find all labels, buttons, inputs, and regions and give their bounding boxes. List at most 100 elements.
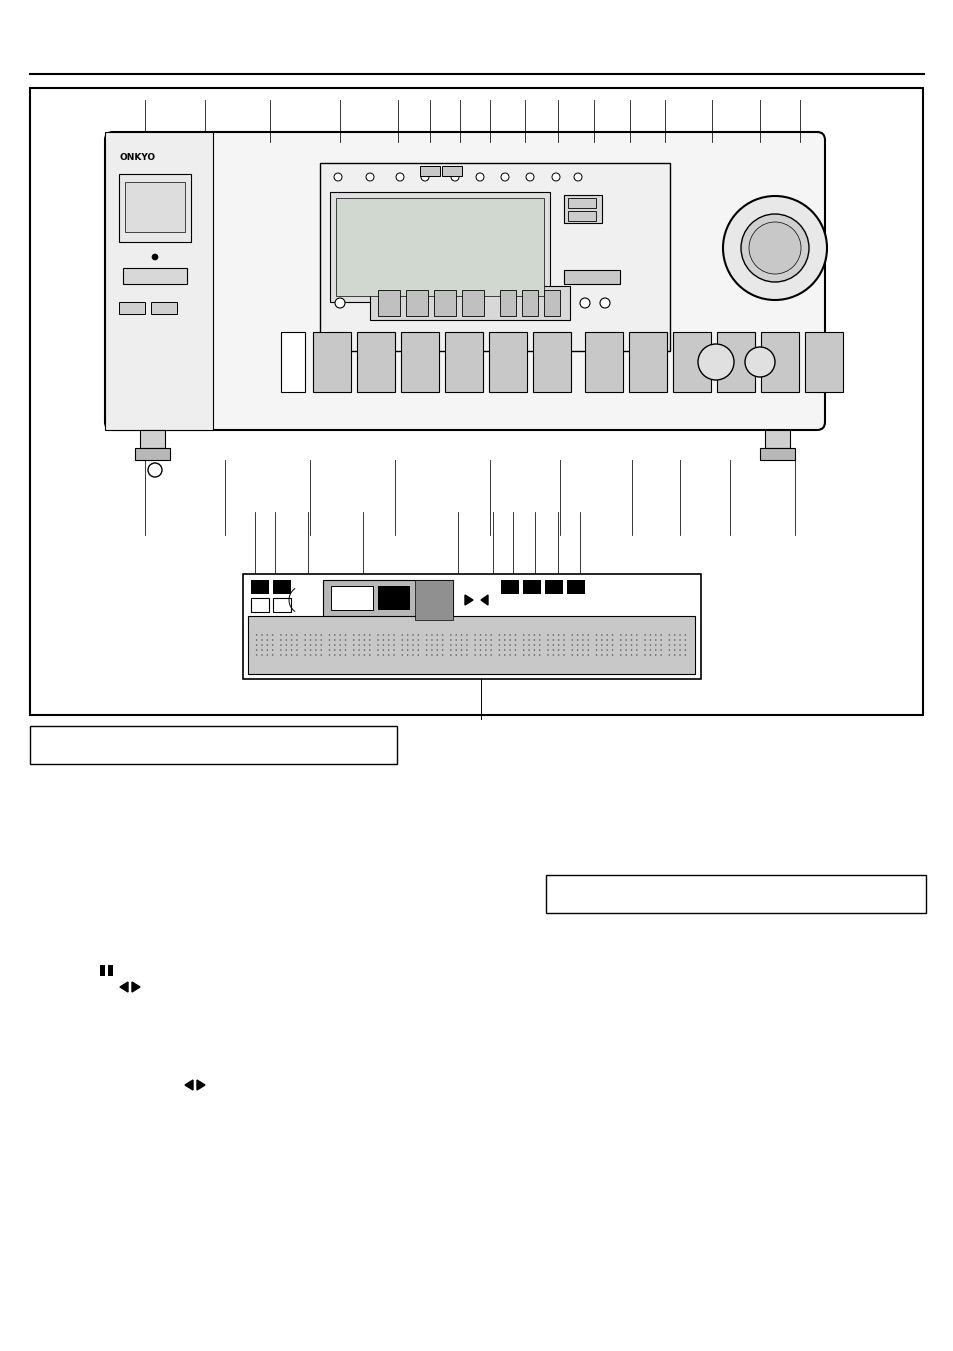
Bar <box>764 430 789 449</box>
Circle shape <box>600 654 602 655</box>
Circle shape <box>636 634 637 636</box>
Circle shape <box>450 650 451 651</box>
Circle shape <box>261 650 262 651</box>
Circle shape <box>668 634 669 636</box>
Bar <box>419 166 439 176</box>
Circle shape <box>528 639 529 640</box>
Circle shape <box>431 639 433 640</box>
Circle shape <box>417 650 418 651</box>
Circle shape <box>522 650 524 651</box>
Bar <box>544 580 562 594</box>
Circle shape <box>255 634 257 636</box>
FancyBboxPatch shape <box>105 132 824 430</box>
Circle shape <box>436 644 437 646</box>
Circle shape <box>581 650 583 651</box>
Circle shape <box>353 644 355 646</box>
Circle shape <box>655 634 656 636</box>
Circle shape <box>425 654 427 655</box>
Circle shape <box>552 173 559 181</box>
Circle shape <box>498 650 499 651</box>
Circle shape <box>679 654 680 655</box>
Bar <box>563 270 619 284</box>
Circle shape <box>533 650 535 651</box>
Bar <box>545 875 925 913</box>
Circle shape <box>335 299 345 308</box>
Circle shape <box>625 654 626 655</box>
Circle shape <box>479 650 480 651</box>
Circle shape <box>643 639 645 640</box>
Bar <box>434 290 456 316</box>
Circle shape <box>581 639 583 640</box>
Bar <box>330 192 550 303</box>
Circle shape <box>401 639 403 640</box>
Circle shape <box>673 644 675 646</box>
Circle shape <box>436 654 437 655</box>
Bar <box>563 195 601 223</box>
Circle shape <box>425 639 427 640</box>
Circle shape <box>525 173 534 181</box>
Circle shape <box>668 639 669 640</box>
Circle shape <box>255 650 257 651</box>
Circle shape <box>406 634 408 636</box>
Circle shape <box>329 650 330 651</box>
Circle shape <box>600 639 602 640</box>
Circle shape <box>498 644 499 646</box>
Circle shape <box>344 639 346 640</box>
Bar <box>760 449 794 459</box>
Circle shape <box>581 644 583 646</box>
Circle shape <box>479 644 480 646</box>
Circle shape <box>509 644 511 646</box>
Circle shape <box>272 650 274 651</box>
Bar <box>248 616 695 674</box>
Circle shape <box>425 650 427 651</box>
Circle shape <box>436 634 437 636</box>
Circle shape <box>595 644 597 646</box>
Bar <box>273 598 291 612</box>
Circle shape <box>255 654 257 655</box>
Bar <box>543 290 559 316</box>
Circle shape <box>431 644 433 646</box>
Circle shape <box>388 634 389 636</box>
Circle shape <box>460 644 462 646</box>
Circle shape <box>339 644 340 646</box>
Bar <box>521 290 537 316</box>
Circle shape <box>320 644 322 646</box>
Bar <box>441 166 461 176</box>
Circle shape <box>320 634 322 636</box>
Circle shape <box>595 654 597 655</box>
Circle shape <box>625 634 626 636</box>
Circle shape <box>649 650 651 651</box>
Circle shape <box>261 654 262 655</box>
Circle shape <box>310 650 311 651</box>
Circle shape <box>503 650 505 651</box>
Circle shape <box>659 634 661 636</box>
Bar <box>489 332 526 392</box>
Circle shape <box>455 654 456 655</box>
Circle shape <box>339 654 340 655</box>
Circle shape <box>363 650 365 651</box>
Circle shape <box>484 634 486 636</box>
Circle shape <box>673 639 675 640</box>
Bar <box>140 430 165 449</box>
Bar <box>566 580 584 594</box>
Circle shape <box>659 654 661 655</box>
Bar <box>135 449 170 459</box>
Circle shape <box>619 639 621 640</box>
Circle shape <box>643 634 645 636</box>
Circle shape <box>595 639 597 640</box>
Circle shape <box>339 650 340 651</box>
Circle shape <box>684 654 685 655</box>
Circle shape <box>698 345 733 380</box>
Bar <box>30 88 923 715</box>
Circle shape <box>401 644 403 646</box>
Circle shape <box>630 634 632 636</box>
Circle shape <box>619 634 621 636</box>
Bar <box>251 580 269 594</box>
Circle shape <box>358 650 359 651</box>
Circle shape <box>388 650 389 651</box>
Circle shape <box>304 644 306 646</box>
Circle shape <box>329 644 330 646</box>
Circle shape <box>668 644 669 646</box>
Circle shape <box>684 634 685 636</box>
Circle shape <box>581 654 583 655</box>
